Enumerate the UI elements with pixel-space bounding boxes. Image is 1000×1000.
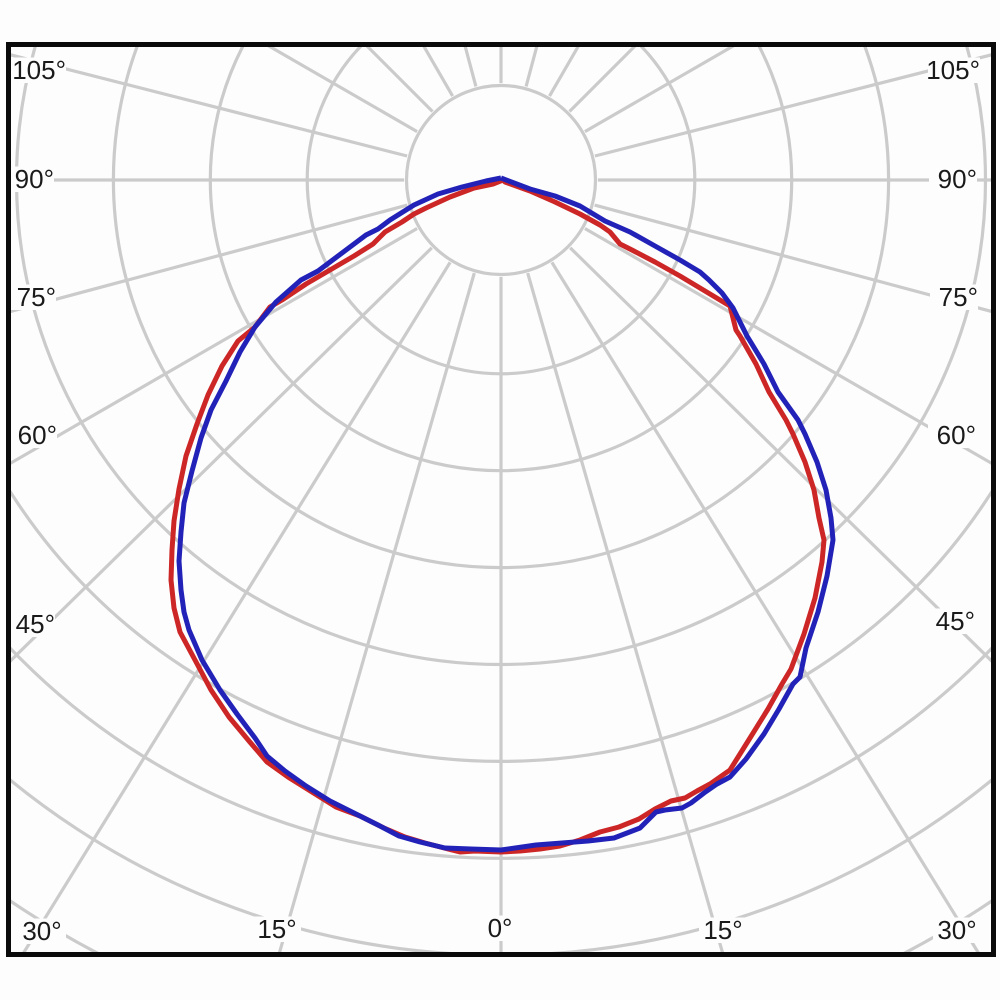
svg-text:60°: 60° <box>18 420 57 450</box>
svg-text:105°: 105° <box>926 55 980 85</box>
svg-text:0°: 0° <box>488 913 513 943</box>
svg-text:75°: 75° <box>17 282 56 312</box>
svg-text:15°: 15° <box>703 915 742 945</box>
svg-text:45°: 45° <box>936 606 975 636</box>
svg-text:15°: 15° <box>257 914 296 944</box>
svg-text:90°: 90° <box>938 164 977 194</box>
svg-text:45°: 45° <box>16 609 55 639</box>
svg-text:30°: 30° <box>937 915 976 945</box>
svg-text:75°: 75° <box>939 282 978 312</box>
svg-text:60°: 60° <box>937 420 976 450</box>
svg-text:105°: 105° <box>12 55 66 85</box>
svg-text:30°: 30° <box>22 916 61 946</box>
svg-text:90°: 90° <box>15 164 54 194</box>
